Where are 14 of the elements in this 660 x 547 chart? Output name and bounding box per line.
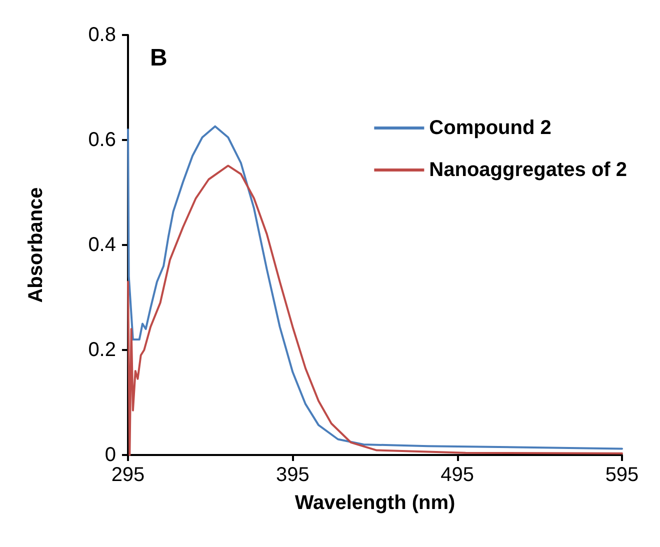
x-tick-label: 495 [440, 464, 474, 486]
x-tick-label: 295 [111, 464, 145, 486]
annotation: B [150, 44, 168, 72]
y-tick-label: 0.6 [88, 129, 116, 151]
y-tick-label: 0.8 [88, 24, 116, 46]
y-tick-label: 0.4 [88, 234, 116, 256]
y-tick-label: 0.2 [88, 339, 116, 361]
x-tick-label: 595 [605, 464, 639, 486]
y-tick-label: 0 [104, 444, 116, 466]
legend-label: Nanoaggregates of 2 [429, 159, 628, 181]
x-tick-label: 395 [276, 464, 310, 486]
x-axis-title: Wavelength (nm) [294, 492, 456, 514]
legend-label: Compound 2 [429, 117, 552, 139]
y-axis-title: Absorbance [25, 187, 47, 303]
